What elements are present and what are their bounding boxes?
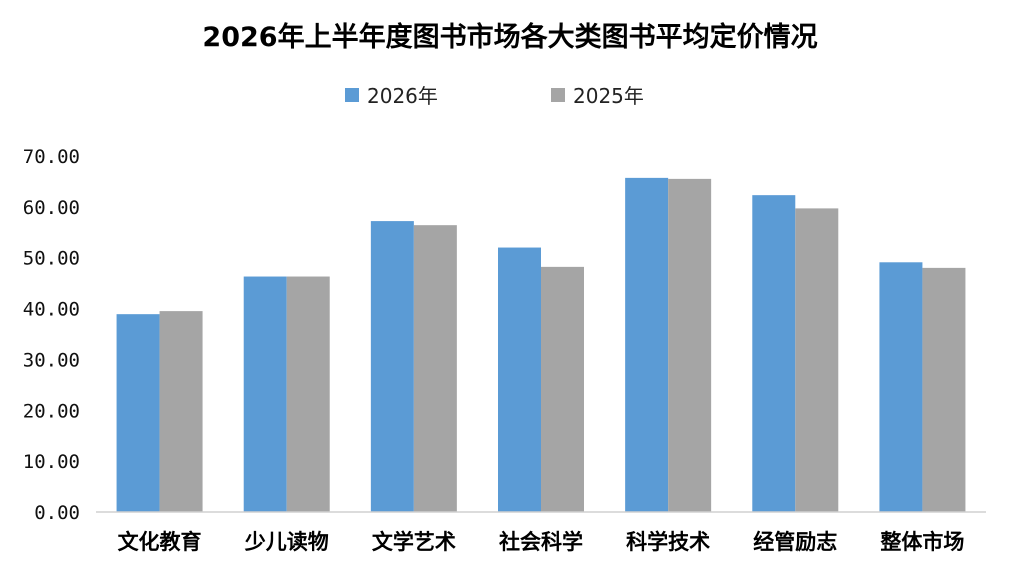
x-tick-label: 文学艺术 [372,530,456,554]
bar-2025年-整体市场 [922,267,966,512]
y-tick-label: 30.00 [23,349,80,371]
bar-2025年-科学技术 [668,178,712,512]
x-tick-label: 科学技术 [626,530,710,554]
x-tick-label: 文化教育 [118,530,202,554]
bar-2025年-经管励志 [795,208,839,512]
y-axis: 0.00 10.00 20.00 30.00 40.00 50.00 60.00 70.00 [23,146,80,524]
bar-2025年-社会科学 [541,266,584,512]
chart-title: 2026年上半年度图书市场各大类图书平均定价情况 [202,21,817,53]
legend-swatch-2025 [551,88,565,102]
bar-2025年-文学艺术 [413,225,457,512]
y-tick-label: 50.00 [23,248,80,270]
bar-2026年-文化教育 [116,314,160,512]
bar-2026年-整体市场 [879,262,923,512]
x-tick-label: 整体市场 [880,530,964,554]
bar-2025年-少儿读物 [286,276,330,512]
y-tick-label: 0.00 [34,502,80,524]
bar-2026年-科学技术 [625,177,669,512]
y-tick-label: 40.00 [23,299,80,321]
bar-2026年-社会科学 [498,247,541,513]
bar-2026年-少儿读物 [243,276,287,512]
y-tick-label: 10.00 [23,451,80,473]
legend-label-2026: 2026年 [367,84,438,108]
legend: 2026年 2025年 [345,84,644,108]
y-tick-label: 60.00 [23,197,80,219]
x-tick-label: 社会科学 [498,530,583,554]
bar-2026年-文学艺术 [370,221,414,512]
bar-2026年-经管励志 [752,195,796,512]
y-tick-label: 20.00 [23,400,80,422]
legend-swatch-2026 [345,88,359,102]
bar-2025年-文化教育 [159,311,203,512]
legend-label-2025: 2025年 [573,84,644,108]
y-tick-label: 70.00 [23,146,80,168]
x-axis: 文化教育 少儿读物 文学艺术 社会科学 科学技术 经管励志 整体市场 [118,530,965,554]
bars [116,177,966,513]
x-tick-label: 经管励志 [753,530,837,554]
x-tick-label: 少儿读物 [244,530,329,554]
